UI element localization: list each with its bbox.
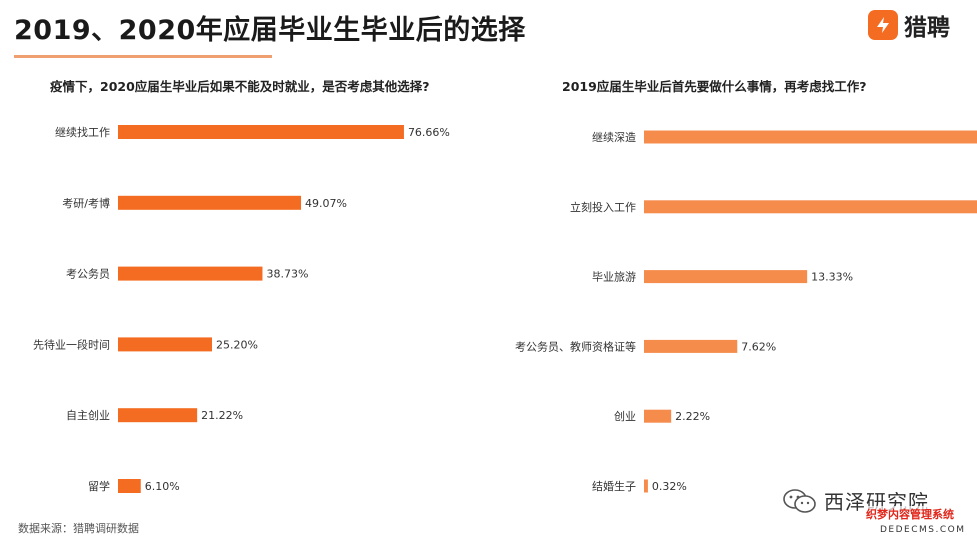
left-value-label: 21.22% bbox=[201, 409, 243, 422]
left-bar bbox=[118, 337, 212, 352]
wechat-icon bbox=[783, 488, 816, 513]
right-category-label: 考公务员、教师资格证等 bbox=[515, 339, 636, 353]
right-bar bbox=[644, 270, 808, 284]
brand-logo: 猎聘 bbox=[868, 8, 950, 42]
right-value-label: 0.32% bbox=[652, 480, 687, 493]
right-bar bbox=[644, 200, 977, 214]
right-category-label: 创业 bbox=[614, 410, 636, 423]
left-chart-title: 疫情下，2020应届生毕业后如果不能及时就业，是否考虑其他选择? bbox=[50, 79, 430, 94]
right-value-label: 2.22% bbox=[675, 410, 710, 423]
right-category-label: 结婚生子 bbox=[592, 479, 636, 493]
watermark-site-en: DEDECMS.COM bbox=[880, 525, 966, 535]
left-bar bbox=[118, 125, 404, 139]
left-category-label: 考公务员 bbox=[66, 268, 110, 281]
right-value-label: 7.62% bbox=[741, 340, 776, 353]
right-category-label: 毕业旅游 bbox=[592, 270, 636, 284]
title-underline bbox=[14, 55, 272, 58]
left-bar bbox=[118, 479, 141, 493]
left-bar bbox=[118, 408, 198, 423]
right-category-label: 立刻投入工作 bbox=[570, 200, 636, 214]
right-value-label: 13.33% bbox=[811, 271, 853, 284]
left-category-label: 留学 bbox=[88, 479, 110, 493]
watermark-site-cn: 织梦内容管理系统 bbox=[866, 506, 954, 522]
right-category-label: 继续深造 bbox=[592, 130, 636, 144]
right-bar bbox=[644, 479, 648, 493]
left-category-label: 考研/考博 bbox=[62, 197, 110, 210]
right-bar bbox=[644, 130, 977, 144]
data-source: 数据来源：猎聘调研数据 bbox=[18, 522, 139, 535]
left-value-label: 76.66% bbox=[408, 126, 450, 139]
page-title: 2019、2020年应届毕业生毕业后的选择 bbox=[14, 15, 526, 46]
logo-icon bbox=[868, 10, 898, 40]
left-value-label: 49.07% bbox=[305, 197, 347, 210]
logo-text: 猎聘 bbox=[904, 15, 950, 41]
left-category-label: 先待业一段时间 bbox=[33, 337, 110, 351]
left-value-label: 6.10% bbox=[145, 480, 180, 493]
right-chart-title: 2019应届生毕业后首先要做什么事情，再考虑找工作? bbox=[562, 79, 867, 94]
left-bar bbox=[118, 195, 302, 210]
left-category-label: 继续找工作 bbox=[55, 125, 110, 139]
left-category-label: 自主创业 bbox=[66, 409, 110, 422]
left-bar bbox=[118, 266, 263, 281]
left-value-label: 25.20% bbox=[216, 338, 258, 351]
left-value-label: 38.73% bbox=[266, 268, 308, 281]
right-bar bbox=[644, 409, 672, 423]
right-bar bbox=[644, 339, 738, 353]
